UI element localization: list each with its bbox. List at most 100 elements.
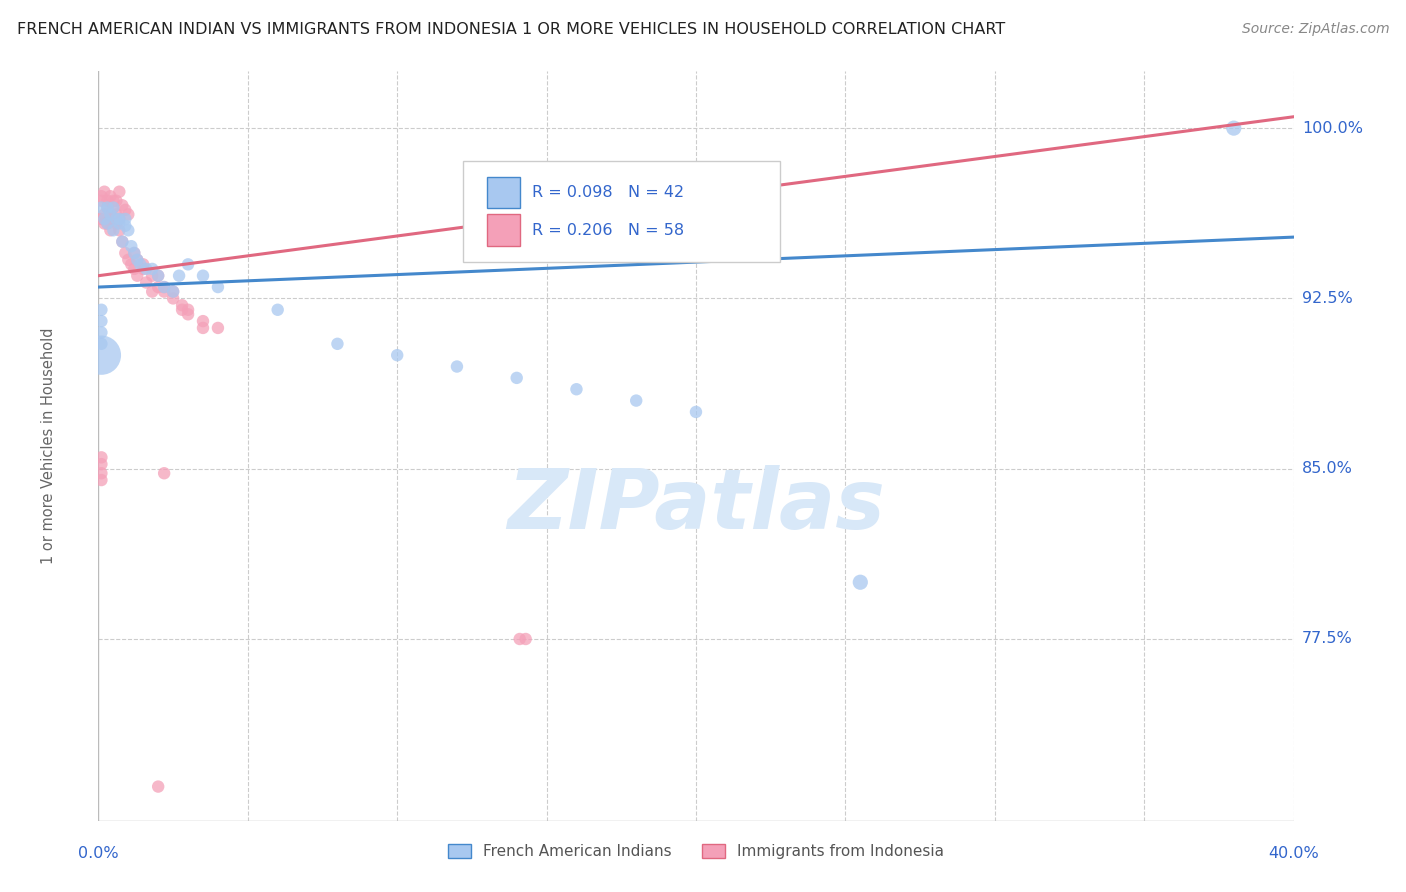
FancyBboxPatch shape	[486, 214, 520, 246]
Point	[191, 321, 214, 335]
Legend: French American Indians, Immigrants from Indonesia: French American Indians, Immigrants from…	[441, 838, 950, 865]
Point	[90, 302, 112, 317]
Point	[90, 194, 112, 208]
Point	[172, 298, 194, 312]
Text: Source: ZipAtlas.com: Source: ZipAtlas.com	[1241, 22, 1389, 37]
Point	[167, 268, 190, 283]
Point	[207, 280, 229, 294]
Point	[506, 371, 529, 385]
Text: 92.5%: 92.5%	[1302, 291, 1353, 306]
Point	[98, 207, 122, 221]
Point	[90, 336, 112, 351]
Point	[148, 780, 170, 794]
Point	[515, 632, 537, 646]
Point	[207, 321, 229, 335]
FancyBboxPatch shape	[486, 177, 520, 209]
Point	[191, 314, 214, 328]
Point	[105, 211, 128, 226]
Text: R = 0.206   N = 58: R = 0.206 N = 58	[533, 223, 685, 237]
Point	[191, 268, 214, 283]
Point	[90, 189, 112, 203]
Point	[127, 268, 149, 283]
Point	[90, 211, 112, 226]
Point	[90, 314, 112, 328]
Point	[177, 302, 200, 317]
Point	[132, 261, 155, 276]
Point	[93, 217, 115, 231]
Point	[1223, 121, 1246, 136]
Point	[108, 223, 131, 237]
Point	[98, 223, 122, 237]
Point	[129, 257, 152, 271]
Point	[135, 261, 157, 276]
Point	[98, 189, 122, 203]
Point	[849, 575, 872, 590]
Point	[114, 219, 136, 233]
Point	[103, 211, 125, 226]
Point	[103, 194, 125, 208]
Point	[108, 211, 131, 226]
Point	[114, 246, 136, 260]
Point	[90, 467, 112, 481]
Point	[114, 211, 136, 226]
Point	[141, 261, 163, 276]
Point	[153, 285, 176, 299]
Point	[96, 194, 118, 208]
Point	[153, 280, 176, 294]
Text: R = 0.098   N = 42: R = 0.098 N = 42	[533, 186, 685, 200]
Point	[148, 268, 170, 283]
Text: 0.0%: 0.0%	[79, 846, 118, 861]
Point	[105, 217, 128, 231]
Point	[108, 185, 131, 199]
Point	[117, 223, 139, 237]
Point	[385, 348, 409, 362]
Point	[124, 246, 146, 260]
Point	[117, 207, 139, 221]
Point	[117, 252, 139, 267]
Point	[127, 252, 149, 267]
Point	[135, 276, 157, 290]
Point	[105, 207, 128, 221]
Point	[153, 280, 176, 294]
Point	[103, 201, 125, 215]
Point	[90, 457, 112, 471]
Point	[111, 235, 134, 249]
Point	[120, 257, 142, 271]
Point	[93, 211, 115, 226]
Point	[108, 217, 131, 231]
Point	[90, 473, 112, 487]
Point	[120, 239, 142, 253]
Point	[108, 211, 131, 226]
Point	[96, 217, 118, 231]
Point	[141, 285, 163, 299]
Text: 40.0%: 40.0%	[1268, 846, 1319, 861]
Point	[177, 257, 200, 271]
Point	[148, 268, 170, 283]
Point	[148, 280, 170, 294]
Point	[114, 202, 136, 217]
Point	[103, 201, 125, 215]
Point	[90, 201, 112, 215]
Point	[162, 285, 184, 299]
Text: FRENCH AMERICAN INDIAN VS IMMIGRANTS FROM INDONESIA 1 OR MORE VEHICLES IN HOUSEH: FRENCH AMERICAN INDIAN VS IMMIGRANTS FRO…	[17, 22, 1005, 37]
Text: 85.0%: 85.0%	[1302, 461, 1353, 476]
Point	[177, 307, 200, 321]
Text: 100.0%: 100.0%	[1302, 120, 1362, 136]
Text: 77.5%: 77.5%	[1302, 632, 1353, 647]
Point	[93, 207, 115, 221]
Point	[172, 302, 194, 317]
Point	[90, 450, 112, 465]
Point	[98, 211, 122, 226]
Point	[90, 348, 112, 362]
Point	[132, 257, 155, 271]
Point	[162, 292, 184, 306]
Point	[111, 235, 134, 249]
Point	[96, 217, 118, 231]
Point	[267, 302, 290, 317]
Text: 1 or more Vehicles in Household: 1 or more Vehicles in Household	[41, 327, 56, 565]
Point	[446, 359, 468, 374]
Text: ZIPatlas: ZIPatlas	[508, 466, 884, 547]
Point	[326, 336, 349, 351]
Point	[96, 201, 118, 215]
Point	[162, 285, 184, 299]
